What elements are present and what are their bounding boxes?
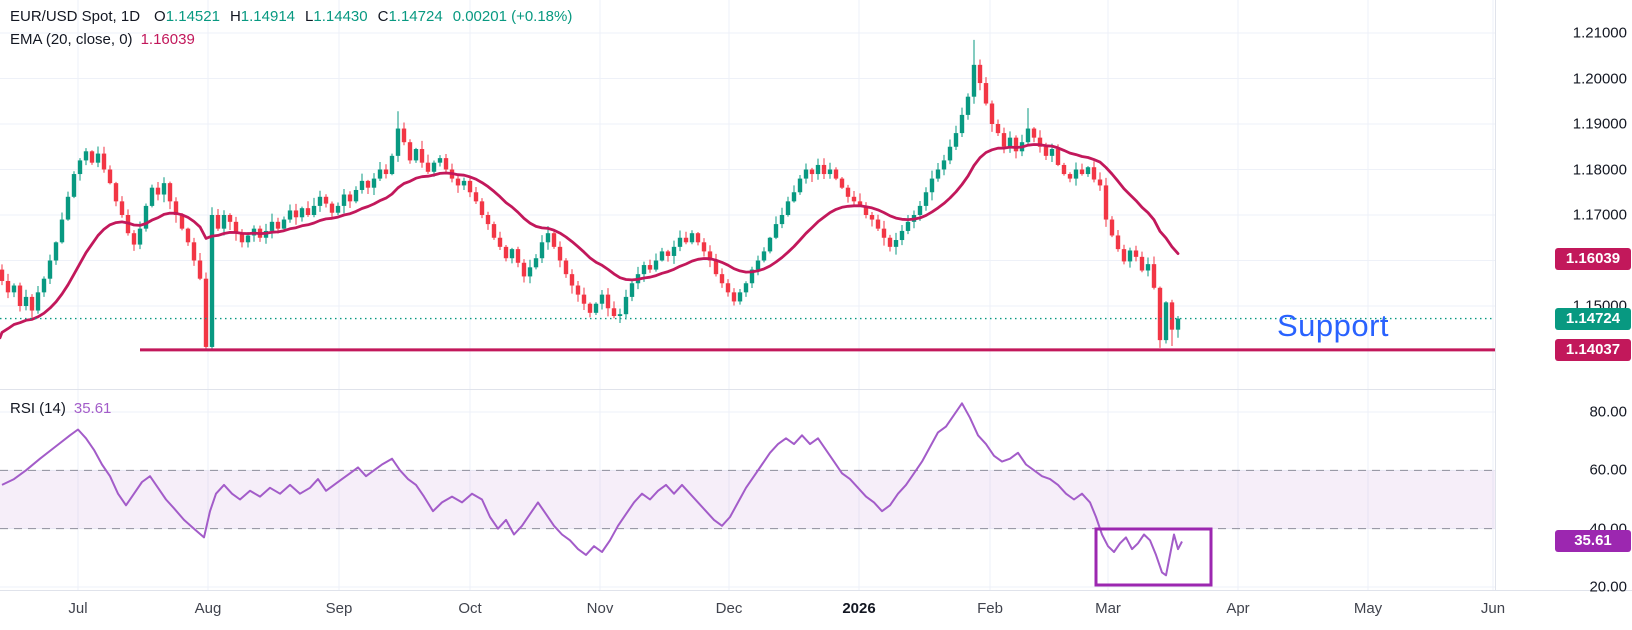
rsi-tick-80.00: 80.00: [1589, 403, 1627, 421]
symbol-legend[interactable]: EUR/USD Spot, 1D O1.14521 H1.14914 L1.14…: [10, 8, 572, 25]
ohlc-low: L1.14430: [305, 8, 368, 25]
time-axis-label-oct: Oct: [458, 600, 482, 617]
change-value: 0.00201 (+0.18%): [452, 8, 573, 25]
ema-label: EMA (20, close, 0): [10, 31, 133, 48]
price-tick-1.20000: 1.20000: [1572, 70, 1627, 87]
support-annotation-text[interactable]: Support: [1276, 308, 1390, 343]
time-axis-label-mar: Mar: [1095, 600, 1121, 617]
price-tick-1.18000: 1.18000: [1572, 161, 1627, 178]
rsi-label: RSI (14): [10, 400, 66, 417]
price-tick-1.19000: 1.19000: [1572, 115, 1627, 133]
time-axis-label-sep: Sep: [325, 600, 353, 617]
ohlc-close: C1.14724: [377, 8, 443, 25]
rsi-value-badge: 35.61: [1555, 530, 1631, 553]
symbol-title: EUR/USD Spot, 1D: [10, 8, 141, 25]
last-price-badge: 1.14724: [1555, 307, 1631, 330]
time-axis-label-dec: Dec: [715, 600, 743, 617]
time-axis-label-jun: Jun: [1480, 600, 1506, 617]
rsi-pane[interactable]: [0, 389, 1495, 590]
time-axis-label-2026: 2026: [842, 600, 876, 617]
ohlc-open: O1.14521: [154, 8, 220, 25]
price-tick-1.21000: 1.21000: [1572, 24, 1627, 42]
ema-value: 1.16039: [140, 31, 195, 48]
time-axis[interactable]: Jul Aug Sep Oct Nov Dec 2026 Feb Mar Apr May Jun: [0, 590, 1632, 630]
price-tick-1.17000: 1.17000: [1572, 206, 1627, 224]
rsi-legend[interactable]: RSI (14) 35.61: [10, 400, 111, 417]
price-pane[interactable]: [0, 0, 1495, 389]
rsi-tick-20.00: 20.00: [1589, 578, 1627, 596]
ema-legend[interactable]: EMA (20, close, 0) 1.16039: [10, 31, 195, 48]
time-axis-label-jul: Jul: [68, 600, 88, 617]
pane-separator[interactable]: [0, 389, 1632, 390]
time-axis-label-nov: Nov: [586, 600, 614, 617]
time-axis-label-apr: Apr: [1226, 600, 1250, 617]
ema-price-badge: 1.16039: [1555, 247, 1631, 270]
time-axis-label-aug: Aug: [194, 600, 222, 617]
support-price-badge: 1.14037: [1555, 338, 1631, 361]
ohlc-high: H1.14914: [229, 8, 296, 25]
time-axis-label-feb: Feb: [977, 600, 1003, 617]
time-axis-label-may: May: [1353, 600, 1383, 617]
price-axis[interactable]: 20.00 40.00 60.00 80.00 1.15000 1.17000 1.1800…: [1495, 0, 1632, 596]
rsi-tick-60.00: 60.00: [1589, 461, 1627, 479]
rsi-value: 35.61: [73, 400, 112, 417]
